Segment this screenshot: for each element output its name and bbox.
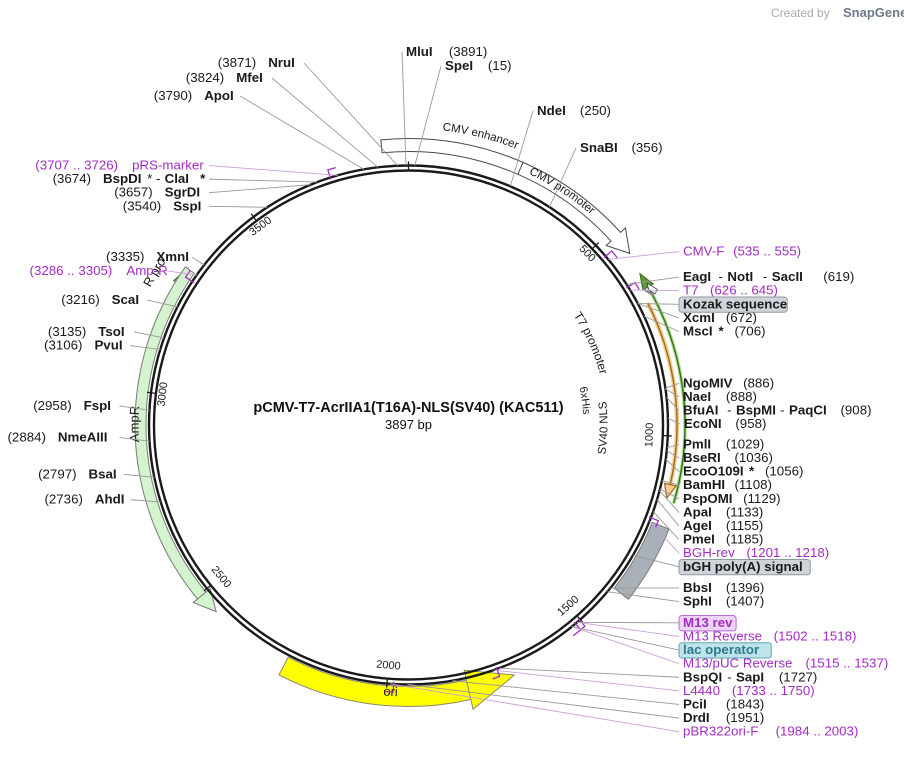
svg-text:3897 bp: 3897 bp: [385, 417, 432, 432]
svg-text:(2797) BsaI: (2797) BsaI: [38, 466, 116, 481]
svg-text:pBR322ori-F (1984 .. 2003): pBR322ori-F (1984 .. 2003): [683, 724, 858, 739]
svg-text:(3106) PvuI: (3106) PvuI: [44, 338, 122, 353]
svg-text:(3790) ApoI: (3790) ApoI: [154, 88, 234, 103]
svg-text:Created by: Created by: [771, 6, 830, 20]
svg-text:(3540) SspI: (3540) SspI: [123, 198, 201, 213]
svg-text:EcoNI (958): EcoNI (958): [684, 416, 767, 431]
svg-text:MluI (3891): MluI (3891): [406, 44, 487, 59]
svg-text:1000: 1000: [643, 423, 656, 448]
svg-text:bGH poly(A) signal: bGH poly(A) signal: [683, 559, 803, 574]
svg-text:(2736) AhdI: (2736) AhdI: [44, 492, 124, 507]
svg-text:(3871) NruI: (3871) NruI: [218, 55, 295, 70]
svg-text:SV40 NLS: SV40 NLS: [596, 401, 610, 456]
svg-text:(3286 .. 3305) Amp-R: (3286 .. 3305) Amp-R: [30, 263, 168, 278]
svg-text:SpeI (15): SpeI (15): [445, 58, 512, 73]
svg-text:(2958) FspI: (2958) FspI: [33, 398, 111, 413]
svg-text:SnapGene: SnapGene: [843, 5, 904, 20]
svg-text:2000: 2000: [376, 659, 401, 673]
svg-text:CMV-F (535 .. 555): CMV-F (535 .. 555): [683, 244, 801, 259]
svg-text:AmpR: AmpR: [126, 405, 142, 442]
svg-text:(3216) ScaI: (3216) ScaI: [61, 292, 139, 307]
svg-text:SphI (1407): SphI (1407): [683, 594, 764, 609]
svg-text:MscI * (706): MscI * (706): [683, 324, 766, 339]
svg-text:pCMV-T7-AcrIIA1(T16A)-NLS(SV40: pCMV-T7-AcrIIA1(T16A)-NLS(SV40) (KAC511): [253, 400, 563, 416]
svg-text:NdeI (250): NdeI (250): [537, 103, 611, 118]
svg-text:SnaBI (356): SnaBI (356): [580, 140, 663, 155]
svg-text:(3824) MfeI: (3824) MfeI: [186, 70, 263, 85]
svg-text:(2884) NmeAIII: (2884) NmeAIII: [8, 430, 108, 445]
